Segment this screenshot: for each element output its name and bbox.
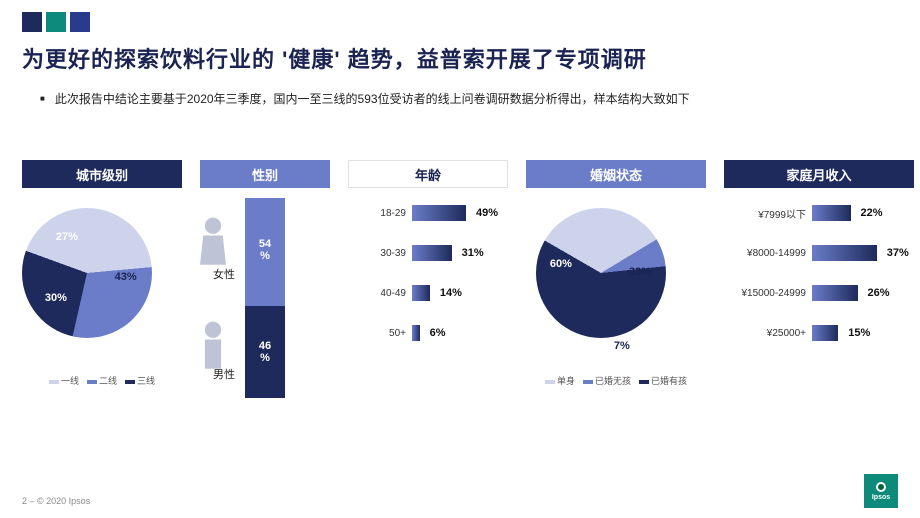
bar-row: 50+ 6% — [348, 322, 498, 344]
bar-row: 30-39 31% — [348, 242, 498, 264]
legend-item: 已婚无孩 — [583, 374, 631, 387]
bar-label: ¥8000-14999 — [724, 248, 806, 259]
card-gender: 性别 54 % 46 % 女性男性 — [200, 160, 330, 398]
gender-label-female: 女性 — [213, 266, 235, 282]
bar-label: 30-39 — [348, 248, 406, 259]
bar-value: 14% — [440, 287, 462, 299]
bar — [812, 285, 858, 301]
pie-slice-label: 33% — [629, 266, 651, 278]
bar-value: 6% — [430, 327, 446, 339]
ipsos-logo: Ipsos — [864, 474, 898, 508]
pie-slice-label: 30% — [45, 292, 67, 304]
female-icon — [193, 216, 233, 268]
logo-mark-icon — [876, 482, 886, 492]
card-header: 婚姻状态 — [526, 160, 706, 188]
bar — [412, 285, 430, 301]
legend-marital: 单身已婚无孩已婚有孩 — [526, 374, 706, 387]
legend-city: 一线二线三线 — [22, 374, 182, 387]
pie-slice-label: 27% — [56, 231, 78, 243]
bar-value: 37% — [887, 247, 909, 259]
pie-slice-label: 60% — [550, 258, 572, 270]
bar — [812, 325, 838, 341]
bar-label: 40-49 — [348, 288, 406, 299]
bar — [412, 205, 466, 221]
bars-income: ¥7999以下22%¥8000-1499937%¥15000-2499926%¥… — [724, 202, 914, 344]
bar — [412, 325, 420, 341]
bar-label: ¥25000+ — [724, 328, 806, 339]
bar-row: 40-49 14% — [348, 282, 498, 304]
pie-city: 43% 30% 27% — [22, 208, 182, 368]
bar-row: ¥15000-24999 26% — [724, 282, 914, 304]
card-header: 性别 — [200, 160, 330, 188]
gender-pct-female: 54 % — [255, 238, 275, 262]
bar-value: 49% — [476, 207, 498, 219]
bar-row: ¥25000+ 15% — [724, 322, 914, 344]
male-icon — [193, 320, 233, 372]
bar-row: ¥7999以下 22% — [724, 202, 914, 224]
logo-text: Ipsos — [872, 494, 890, 501]
footer-text: 2 – © 2020 Ipsos — [22, 496, 90, 506]
bar-label: ¥7999以下 — [724, 206, 806, 221]
brand-corner-squares — [22, 12, 90, 32]
pie-slice-label: 7% — [614, 340, 630, 352]
bar-value: 26% — [868, 287, 890, 299]
gender-stacked-bar: 54 %46 %女性男性 — [245, 198, 285, 398]
bar-label: 50+ — [348, 328, 406, 339]
legend-item: 已婚有孩 — [639, 374, 687, 387]
bar-value: 15% — [848, 327, 870, 339]
bar-label: ¥15000-24999 — [724, 288, 806, 299]
bar-row: 18-29 49% — [348, 202, 498, 224]
bar — [812, 245, 877, 261]
legend-item: 三线 — [125, 374, 155, 387]
page-title: 为更好的探索饮料行业的 '健康' 趋势，益普索开展了专项调研 — [22, 42, 647, 74]
card-city-tier: 城市级别 43% 30% 27% 一线二线三线 — [22, 160, 182, 398]
bar-label: 18-29 — [348, 208, 406, 219]
bar-value: 22% — [861, 207, 883, 219]
gender-pct-male: 46 % — [255, 340, 275, 364]
card-age: 年龄 18-29 49% 30-39 31% 40-49 14% 50+ 6% — [348, 160, 508, 398]
gender-label-male: 男性 — [213, 366, 235, 382]
card-header: 年龄 — [348, 160, 508, 188]
card-income: 家庭月收入 ¥7999以下 22% ¥8000-14999 37% ¥15000-249… — [724, 160, 914, 398]
bar-value: 31% — [462, 247, 484, 259]
legend-item: 二线 — [87, 374, 117, 387]
card-marital: 婚姻状态 33% 7% 60% 单身已婚无孩已婚有孩 — [526, 160, 706, 398]
pie-marital: 33% 7% 60% — [536, 208, 696, 368]
page-subtitle: 此次报告中结论主要基于2020年三季度，国内一至三线的593位受访者的线上问卷调… — [40, 90, 690, 107]
bar-row: ¥8000-14999 37% — [724, 242, 914, 264]
bar — [812, 205, 851, 221]
bar — [412, 245, 452, 261]
chart-cards-row: 城市级别 43% 30% 27% 一线二线三线 性别 54 % 46 % 女性男性 年龄… — [22, 160, 898, 398]
pie-slice-label: 43% — [115, 271, 137, 283]
card-header: 家庭月收入 — [724, 160, 914, 188]
legend-item: 一线 — [49, 374, 79, 387]
legend-item: 单身 — [545, 374, 575, 387]
card-header: 城市级别 — [22, 160, 182, 188]
bars-age: 18-29 49% 30-39 31% 40-49 14% 50+ 6% — [348, 202, 498, 344]
